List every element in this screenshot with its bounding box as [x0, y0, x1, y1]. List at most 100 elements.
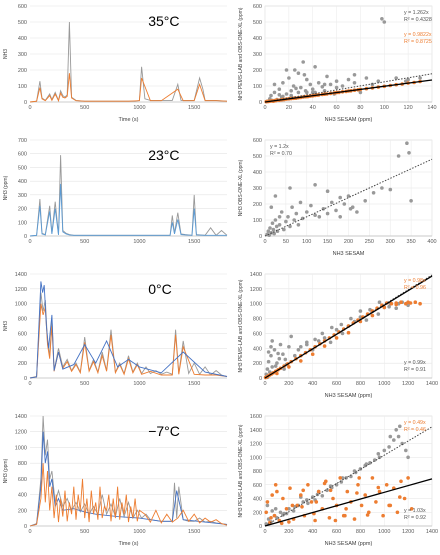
data-point-1 [374, 500, 378, 504]
data-point-1 [328, 488, 333, 493]
regression-label: R² = 0.96 [404, 285, 426, 291]
data-point-1 [309, 500, 314, 504]
x-tick-label: 1400 [426, 529, 438, 535]
x-tick-label: 140 [427, 105, 436, 111]
data-point-0 [334, 327, 339, 332]
y-tick-label: 1000 [15, 445, 27, 451]
x-tick-label: 600 [332, 381, 341, 387]
data-point-0 [352, 73, 357, 77]
chart-sc35: 0 100 200 300 400 500 600 0 20 40 60 80 100 120 140 NH3… [238, 4, 437, 123]
y-tick-label: 300 [253, 52, 262, 58]
data-point-0 [299, 345, 303, 349]
data-point-0 [290, 205, 294, 209]
data-point-0 [272, 348, 277, 352]
x-axis-title: NH3 SESAM (ppm) [325, 393, 373, 399]
data-point-1 [334, 336, 339, 340]
y-tick-label: 200 [18, 68, 27, 74]
x-tick-label: 1500 [188, 529, 200, 535]
series-line-2 [29, 463, 228, 527]
y-tick-label: 600 [253, 4, 262, 10]
regression-label: y = 1.2x [270, 144, 289, 150]
y-tick-label: 0 [24, 524, 27, 530]
x-tick-label: 60 [334, 105, 340, 111]
x-tick-label: 80 [357, 105, 363, 111]
data-point-0 [301, 60, 305, 64]
data-point-0 [388, 434, 393, 439]
y-tick-label: 800 [253, 317, 262, 323]
fit-line-0 [264, 73, 433, 103]
fit-line-1 [264, 478, 433, 527]
y-tick-label: 300 [18, 193, 27, 199]
data-point-1 [406, 300, 410, 304]
data-point-0 [266, 359, 271, 364]
x-tick-label: 200 [284, 529, 293, 535]
data-point-0 [349, 474, 353, 479]
data-point-0 [272, 90, 277, 95]
y-tick-label: 1400 [250, 272, 262, 278]
y-axis-title: NH3 (ppm) [3, 458, 9, 483]
data-point-0 [296, 223, 301, 227]
data-point-1 [363, 493, 367, 497]
y-tick-label: 1400 [15, 272, 27, 278]
data-point-1 [346, 330, 351, 335]
data-point-0 [281, 352, 285, 356]
chart-tsm7: 0 200 400 600 800 1000 1200 1400 0 500 1000 1500 Tim… [3, 414, 228, 547]
data-point-1 [313, 518, 317, 523]
data-point-1 [331, 496, 335, 501]
data-point-0 [338, 195, 342, 200]
y-tick-label: 1000 [15, 302, 27, 308]
chart-panel-sc23: 0 100 200 300 400 500 600 0 50 100 150 200 250 300 350… [235, 134, 440, 260]
data-point-0 [277, 215, 282, 219]
data-point-0 [274, 224, 279, 229]
data-point-0 [281, 81, 285, 85]
data-point-0 [409, 199, 413, 203]
x-axis-title: Time (s) [119, 541, 139, 547]
data-point-1 [357, 476, 361, 480]
data-point-0 [272, 231, 276, 236]
y-tick-label: 200 [253, 510, 262, 516]
data-point-0 [293, 353, 297, 358]
chart-panel-ts0: 0 200 400 600 800 1000 1200 1400 0 500 1000 1500 NH3… [0, 268, 235, 402]
y-tick-label: 600 [18, 4, 27, 10]
data-point-1 [355, 491, 359, 495]
data-point-1 [370, 476, 375, 480]
data-point-0 [407, 151, 411, 155]
data-point-0 [288, 186, 292, 190]
x-tick-label: 500 [80, 105, 89, 111]
y-tick-label: 1400 [250, 428, 262, 434]
data-point-0 [313, 337, 317, 342]
y-axis-title: NH3 PEMS-LAB and OBS-ONE-XL (ppm) [238, 7, 244, 100]
y-tick-label: 1400 [15, 414, 27, 420]
data-point-1 [268, 520, 272, 525]
y-axis-title: NH3 PEMS-LAB and OBS-ONE-XL (ppm) [238, 424, 244, 517]
data-point-0 [275, 516, 279, 520]
data-point-1 [377, 489, 382, 494]
data-point-1 [365, 513, 370, 517]
data-point-0 [305, 210, 309, 214]
data-point-1 [306, 483, 310, 487]
data-point-1 [398, 495, 402, 499]
data-point-0 [355, 210, 359, 214]
data-point-0 [275, 361, 279, 365]
data-point-0 [364, 462, 369, 466]
data-point-0 [270, 365, 274, 369]
y-tick-label: 300 [253, 186, 262, 192]
y-tick-label: 500 [253, 20, 262, 26]
data-point-0 [313, 183, 317, 187]
x-tick-label: 0 [28, 381, 31, 387]
y-tick-label: 0 [24, 100, 27, 106]
data-point-1 [299, 359, 303, 363]
temperature-label: −7°C [148, 423, 180, 439]
data-point-1 [387, 503, 391, 508]
data-point-1 [272, 513, 277, 518]
chart-panel-scm7: 0 200 400 600 800 1000 1200 1400 1600 0 200 400 600 8… [235, 410, 440, 550]
regression-label: R² = 0.4328 [404, 17, 432, 23]
y-tick-label: 200 [18, 361, 27, 367]
x-tick-label: 150 [323, 239, 332, 245]
data-point-0 [334, 79, 339, 83]
y-axis-title: NH3 OBS-ONE-XL (ppm) [238, 159, 244, 216]
data-point-0 [305, 498, 309, 502]
y-tick-label: 0 [259, 234, 262, 240]
data-point-0 [370, 82, 375, 87]
y-tick-label: 1200 [250, 287, 262, 293]
